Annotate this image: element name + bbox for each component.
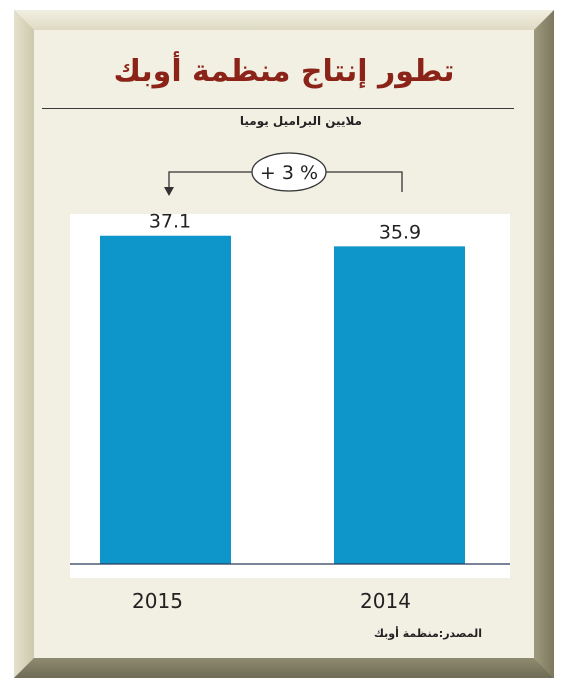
change-annotation-label: + 3 % [260, 162, 318, 184]
source-note: المصدر:منظمة أوبك [373, 627, 482, 640]
value-label-2015: 37.1 [149, 211, 191, 233]
x-tick-label-2014: 2014 [360, 589, 411, 613]
chart-title: تطور إنتاج منظمة أوبك [113, 54, 455, 89]
x-tick-label-2015: 2015 [132, 589, 183, 613]
bar-2014 [334, 246, 465, 565]
change-arrow-head [164, 187, 174, 196]
frame-bevel-right [534, 10, 554, 678]
bar-2015 [100, 235, 231, 565]
change-ellipse [251, 152, 327, 192]
frame-bevel-left [14, 10, 34, 678]
frame-bevel-top [14, 10, 554, 30]
labels-layer: 37.1 2015 35.9 2014 [132, 211, 421, 613]
frame-bevel-bottom [14, 658, 554, 678]
value-label-2014: 35.9 [379, 221, 421, 243]
title-divider [42, 108, 514, 109]
change-bracket [168, 171, 403, 192]
bars-layer [100, 235, 465, 565]
chart-subtitle: ملايين البراميل يوميا [239, 114, 362, 128]
